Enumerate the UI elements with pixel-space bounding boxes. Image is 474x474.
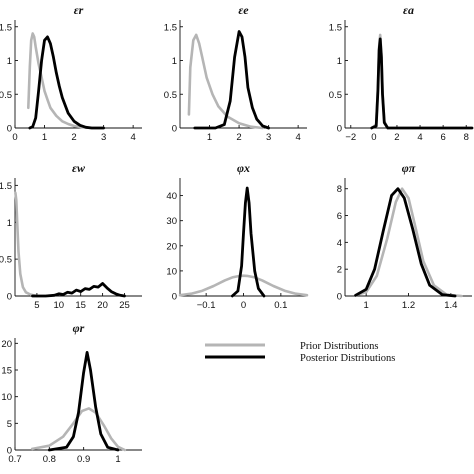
- posterior-line: [193, 30, 271, 130]
- x-tick-label: 4: [130, 132, 135, 143]
- posterior-line: [31, 282, 126, 298]
- panel-1: εr 0 1 2 3 4 0 0.5 1 1.5: [0, 3, 142, 143]
- x-tick-label: 1: [364, 300, 369, 311]
- legend-prior-label: Prior Distributions: [300, 341, 378, 352]
- panel-2: εe 1 2 3 4 0 0.5 1 1.5: [164, 3, 307, 143]
- posterior-line: [370, 37, 474, 130]
- y-tick-label: 0: [337, 292, 342, 303]
- x-tick-label: 1: [42, 132, 47, 143]
- x-tick-label: 0: [371, 132, 376, 143]
- x-tick-label: 8: [464, 132, 469, 143]
- x-tick-label: 2: [394, 132, 399, 143]
- y-tick-label: 40: [166, 191, 177, 202]
- prior-line: [187, 33, 265, 130]
- panel-title: φx: [237, 161, 250, 175]
- x-tick-label: 25: [119, 300, 130, 311]
- x-tick-label: 6: [440, 132, 445, 143]
- legend: Prior Distributions Posterior Distributi…: [205, 341, 395, 364]
- y-tick-label: 5: [7, 419, 12, 430]
- posterior-line: [230, 186, 266, 298]
- x-tick-label: 3: [101, 132, 106, 143]
- y-tick-label: 30: [166, 216, 177, 227]
- x-tick-label: 3: [266, 132, 271, 143]
- posterior-line: [354, 187, 457, 298]
- y-tick-label: 0: [172, 124, 177, 135]
- x-tick-label: −2: [345, 132, 356, 143]
- x-tick-label: 0.7: [8, 454, 21, 465]
- x-tick-label: 0.1: [274, 300, 287, 311]
- y-tick-label: 1: [337, 56, 342, 67]
- x-tick-label: 5: [34, 300, 39, 311]
- panel-title: εe: [238, 3, 249, 17]
- panel-title: φr: [73, 321, 85, 335]
- x-tick-label: 1: [115, 454, 120, 465]
- y-tick-label: 1: [7, 218, 12, 229]
- x-tick-label: 0: [12, 132, 17, 143]
- panel-5: φx −0.1 0 0.1 0 10 20 30 40: [166, 161, 309, 311]
- y-tick-label: 0: [172, 292, 177, 303]
- x-tick-label: 1: [207, 132, 212, 143]
- prior-line: [14, 191, 39, 298]
- x-tick-label: 0.8: [43, 454, 56, 465]
- x-tick-label: 0.9: [77, 454, 90, 465]
- x-tick-label: 4: [417, 132, 422, 143]
- posterior-line: [47, 350, 120, 452]
- panel-title: φπ: [402, 161, 416, 175]
- y-tick-label: 20: [1, 339, 12, 350]
- x-tick-label: 1.4: [444, 300, 457, 311]
- y-tick-label: 0: [7, 124, 12, 135]
- x-tick-label: 4: [295, 132, 300, 143]
- y-tick-label: 4: [337, 238, 342, 249]
- x-tick-label: 1.2: [402, 300, 415, 311]
- x-tick-label: 2: [71, 132, 76, 143]
- y-tick-label: 0: [7, 292, 12, 303]
- y-tick-label: 2: [337, 265, 342, 276]
- y-tick-label: 8: [337, 184, 342, 195]
- prior-line: [30, 407, 127, 452]
- legend-posterior-label: Posterior Distributions: [300, 353, 395, 364]
- x-tick-label: 2: [236, 132, 241, 143]
- x-tick-label: 0: [241, 300, 246, 311]
- panel-title: εr: [74, 3, 84, 17]
- y-tick-label: 0.5: [329, 90, 342, 101]
- y-tick-label: 0.5: [164, 90, 177, 101]
- panel-3: εa−2 0 2 4 6 800.511.5: [329, 3, 474, 143]
- panel-6: φπ 1 1.2 1.4 0 2 4 6 8: [337, 161, 472, 311]
- y-tick-label: 0: [337, 124, 342, 135]
- y-tick-label: 1: [7, 56, 12, 67]
- y-tick-label: 10: [166, 266, 177, 277]
- y-tick-label: 6: [337, 211, 342, 222]
- y-tick-label: 1.5: [0, 181, 12, 192]
- x-tick-label: 10: [54, 300, 65, 311]
- y-tick-label: 1.5: [329, 22, 342, 33]
- y-tick-label: 1.5: [164, 22, 177, 33]
- y-tick-label: 0: [7, 446, 12, 457]
- y-tick-label: 0.5: [0, 255, 12, 266]
- x-tick-label: 20: [97, 300, 108, 311]
- panel-4: εw 5 10 15 20 25 0 0.5 1 1.5: [0, 161, 142, 311]
- posterior-line: [28, 35, 105, 130]
- panel-title: εa: [403, 3, 414, 17]
- y-tick-label: 10: [1, 392, 12, 403]
- y-tick-label: 1.5: [0, 22, 12, 33]
- prior-line: [354, 187, 463, 298]
- panel-title: εw: [72, 161, 86, 175]
- y-tick-label: 15: [1, 366, 12, 377]
- y-tick-label: 1: [172, 56, 177, 67]
- y-tick-label: 0.5: [0, 90, 12, 101]
- x-tick-label: 15: [75, 300, 86, 311]
- y-tick-label: 20: [166, 241, 177, 252]
- prior-line: [26, 32, 105, 130]
- x-tick-label: −0.1: [197, 300, 216, 311]
- prior-line: [178, 274, 309, 297]
